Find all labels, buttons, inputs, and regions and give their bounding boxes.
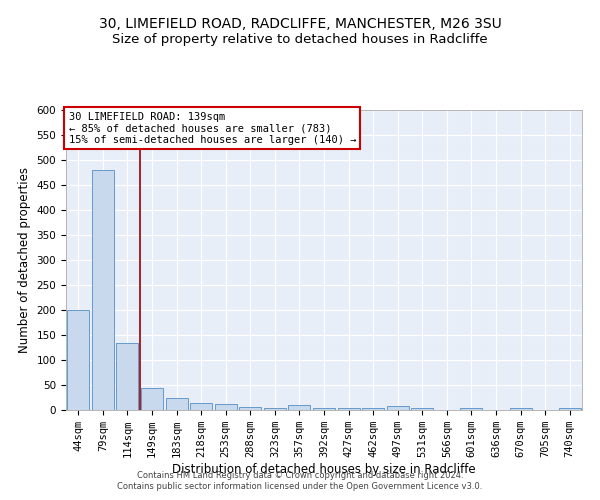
Text: 30 LIMEFIELD ROAD: 139sqm
← 85% of detached houses are smaller (783)
15% of semi: 30 LIMEFIELD ROAD: 139sqm ← 85% of detac…	[68, 112, 356, 144]
Y-axis label: Number of detached properties: Number of detached properties	[18, 167, 31, 353]
Bar	[92, 170, 114, 410]
Bar	[338, 408, 359, 410]
Bar	[411, 408, 433, 410]
Bar	[362, 408, 384, 410]
Text: 30, LIMEFIELD ROAD, RADCLIFFE, MANCHESTER, M26 3SU: 30, LIMEFIELD ROAD, RADCLIFFE, MANCHESTE…	[98, 18, 502, 32]
Bar	[559, 408, 581, 410]
Text: Contains public sector information licensed under the Open Government Licence v3: Contains public sector information licen…	[118, 482, 482, 491]
Bar	[166, 398, 188, 410]
Bar	[386, 406, 409, 410]
Bar	[289, 405, 310, 410]
Bar	[264, 408, 286, 410]
Bar	[460, 408, 482, 410]
Text: Size of property relative to detached houses in Radcliffe: Size of property relative to detached ho…	[112, 32, 488, 46]
Bar	[239, 407, 262, 410]
Text: Contains HM Land Registry data © Crown copyright and database right 2024.: Contains HM Land Registry data © Crown c…	[137, 471, 463, 480]
Bar	[116, 342, 139, 410]
Bar	[509, 408, 532, 410]
Bar	[67, 310, 89, 410]
X-axis label: Distribution of detached houses by size in Radcliffe: Distribution of detached houses by size …	[172, 463, 476, 476]
Bar	[215, 404, 237, 410]
Bar	[141, 388, 163, 410]
Bar	[190, 402, 212, 410]
Bar	[313, 408, 335, 410]
